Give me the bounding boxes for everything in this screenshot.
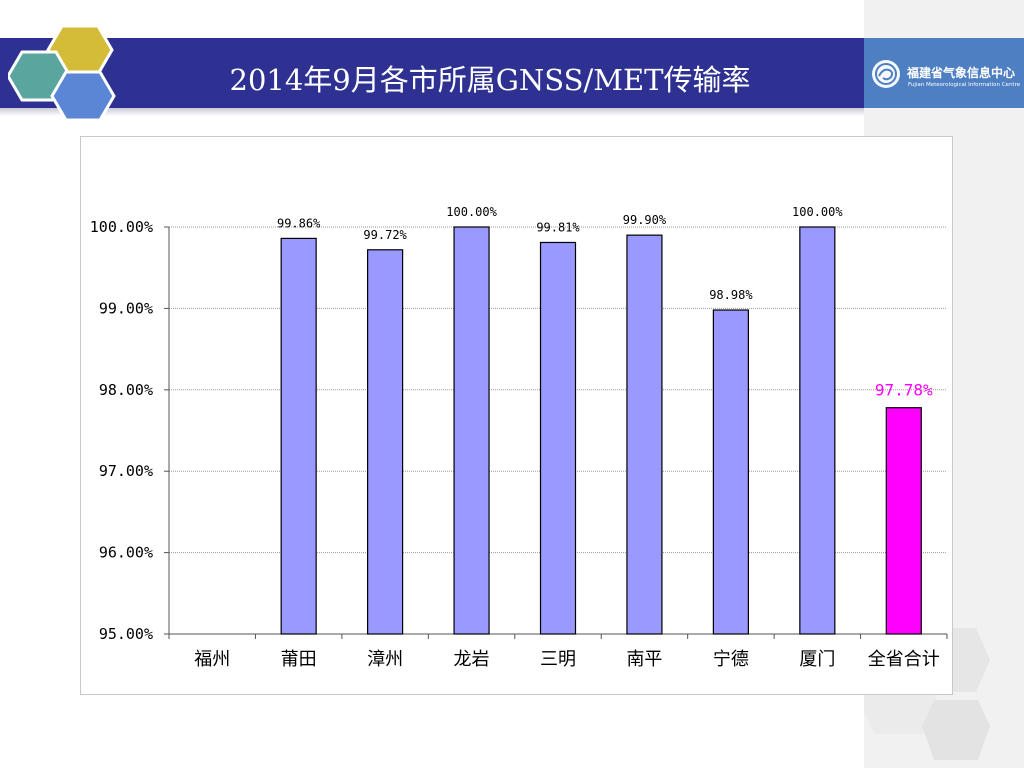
- data-label: 98.98%: [709, 288, 753, 302]
- y-tick-label: 100.00%: [90, 218, 153, 236]
- header-shadow: [0, 108, 864, 116]
- data-label: 100.00%: [792, 205, 843, 219]
- x-category-label: 漳州: [367, 649, 403, 670]
- logo-icon: [872, 60, 900, 88]
- data-label: 99.72%: [363, 228, 407, 242]
- header-bar: [0, 38, 864, 108]
- x-category-label: 莆田: [281, 649, 317, 670]
- logo-text: 福建省气象信息中心: [907, 66, 1016, 80]
- x-category-label: 厦门: [799, 649, 835, 670]
- logo-subtext: Fujian Meteorological Information Centre: [908, 82, 1021, 88]
- decorative-hexagons: [8, 24, 116, 120]
- chart-frame: 95.00% 96.00% 97.00% 98.00% 99.00% 100.00% 福州 莆…: [80, 136, 953, 695]
- y-tick-label: 96.00%: [99, 544, 153, 562]
- bar: [712, 309, 749, 635]
- bar: [626, 234, 663, 635]
- bars: [280, 226, 922, 635]
- x-category-label: 宁德: [713, 649, 749, 670]
- x-category-label: 三明: [540, 649, 576, 670]
- bar: [453, 226, 490, 635]
- data-label: 99.81%: [536, 220, 580, 234]
- x-category-label: 全省合计: [868, 649, 940, 670]
- y-tick-label: 99.00%: [99, 299, 153, 317]
- labels: 95.00% 96.00% 97.00% 98.00% 99.00% 100.00% 福州 莆…: [90, 205, 940, 670]
- y-tick-label: 95.00%: [99, 625, 153, 643]
- x-category-label: 南平: [626, 649, 662, 670]
- data-label: 99.86%: [277, 216, 321, 230]
- blue-hexagon: [50, 70, 116, 120]
- slide-title: 2014年9月各市所属GNSS/MET传输率: [229, 63, 751, 97]
- data-label: 100.00%: [446, 205, 497, 219]
- x-category-label: 福州: [194, 649, 230, 670]
- y-tick-label: 97.00%: [99, 462, 153, 480]
- bar: [885, 407, 922, 635]
- data-label: 97.78%: [875, 381, 933, 400]
- y-tick-label: 98.00%: [99, 381, 153, 399]
- bar: [539, 241, 577, 635]
- bar: [280, 237, 317, 635]
- x-category-label: 龙岩: [454, 649, 490, 670]
- bar: [799, 226, 836, 635]
- bar: [367, 249, 404, 635]
- bar-chart: 95.00% 96.00% 97.00% 98.00% 99.00% 100.00% 福州 莆…: [90, 205, 948, 670]
- data-label: 99.90%: [623, 213, 667, 227]
